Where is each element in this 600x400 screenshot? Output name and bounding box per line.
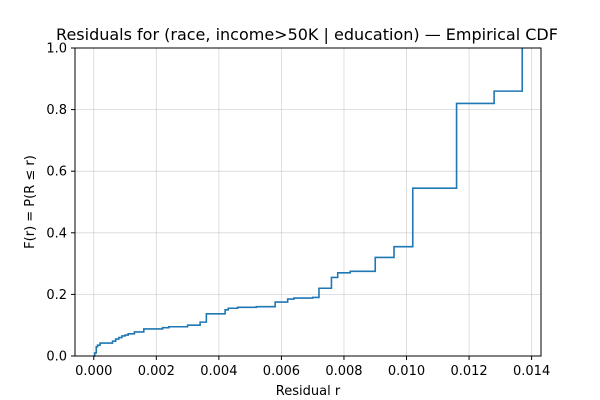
y-tick-label: 0.6 bbox=[46, 165, 67, 180]
y-axis-label: F(r) = P(R ≤ r) bbox=[23, 155, 38, 249]
x-tick-label: 0.010 bbox=[388, 364, 425, 379]
x-tick-label: 0.002 bbox=[138, 364, 175, 379]
tick-layer: 0.000 0.002 0.004 0.006 0.008 0.010 0.012 0.014… bbox=[46, 42, 550, 380]
ecdf-series-line bbox=[93, 48, 524, 357]
x-tick-label: 0.012 bbox=[450, 364, 487, 379]
plot-frame bbox=[74, 47, 542, 357]
x-axis-label: Residual r bbox=[276, 384, 341, 399]
x-tick-label: 0.008 bbox=[325, 364, 362, 379]
y-tick-label: 0.2 bbox=[46, 288, 67, 303]
plot-layer bbox=[93, 48, 524, 357]
y-tick-label: 0.0 bbox=[46, 350, 67, 365]
y-tick-label: 0.8 bbox=[46, 103, 67, 118]
x-tick-label: 0.004 bbox=[200, 364, 237, 379]
y-tick-label: 1.0 bbox=[46, 42, 67, 57]
y-tick-label: 0.4 bbox=[46, 226, 67, 241]
x-tick-label: 0.006 bbox=[263, 364, 300, 379]
x-tick-label: 0.000 bbox=[75, 364, 112, 379]
grid-layer bbox=[75, 47, 541, 357]
chart-title: Residuals for (race, income>50K | educat… bbox=[56, 25, 558, 44]
x-tick-label: 0.014 bbox=[513, 364, 550, 379]
